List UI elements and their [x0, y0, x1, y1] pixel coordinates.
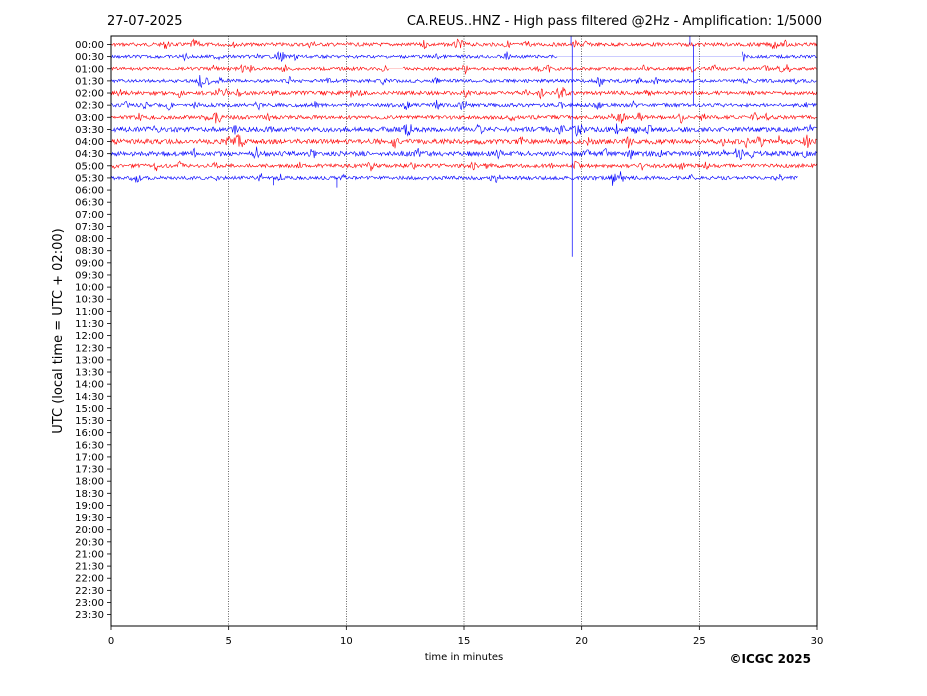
- y-tick-label: 04:00: [75, 137, 104, 148]
- x-tick-label: 15: [458, 636, 471, 647]
- trace-0100: [110, 63, 817, 75]
- y-tick-label: 04:30: [75, 149, 104, 160]
- y-tick-label: 06:00: [75, 186, 104, 197]
- trace-0500: [110, 160, 817, 172]
- y-tick-label: 16:30: [75, 440, 104, 451]
- trace-0200: [110, 87, 817, 100]
- y-tick-label: 13:00: [75, 355, 104, 366]
- y-tick-label: 01:30: [75, 76, 104, 87]
- trace-0030: [110, 50, 817, 63]
- y-tick-label: 20:00: [75, 525, 104, 536]
- y-tick-label: 15:00: [75, 404, 104, 415]
- y-tick-label: 20:30: [75, 537, 104, 548]
- trace-0300: [110, 111, 817, 124]
- y-tick-label: 12:00: [75, 331, 104, 342]
- chart-title: CA.REUS..HNZ - High pass filtered @2Hz -…: [407, 14, 822, 29]
- y-tick-label: 22:30: [75, 586, 104, 597]
- y-tick-label: 02:00: [75, 89, 104, 100]
- y-tick-label: 06:30: [75, 198, 104, 209]
- y-tick-label: 23:00: [75, 598, 104, 609]
- y-tick-label: 18:00: [75, 477, 104, 488]
- x-tick-label: 25: [693, 636, 706, 647]
- y-tick-label: 14:30: [75, 392, 104, 403]
- copyright-label: ©ICGC 2025: [729, 652, 811, 666]
- trace-0130: [110, 75, 817, 89]
- y-tick-label: 10:00: [75, 283, 104, 294]
- y-tick-label: 23:30: [75, 610, 104, 621]
- y-tick-label: 07:30: [75, 222, 104, 233]
- trace-0330: [110, 123, 817, 137]
- y-tick-label: 10:30: [75, 295, 104, 306]
- trace-0000: [110, 38, 817, 50]
- y-tick-label: 09:30: [75, 270, 104, 281]
- vertical-gridlines: [228, 36, 700, 626]
- y-tick-label: 17:00: [75, 452, 104, 463]
- y-tick-label: 12:30: [75, 343, 104, 354]
- y-tick-label: 08:30: [75, 246, 104, 257]
- y-tick-label: 19:30: [75, 513, 104, 524]
- y-tick-label: 21:00: [75, 549, 104, 560]
- x-tick-label: 0: [108, 636, 114, 647]
- trace-0230: [110, 99, 817, 111]
- y-tick-label: 19:00: [75, 501, 104, 512]
- y-tick-label: 00:00: [75, 40, 104, 51]
- x-tick-label: 30: [811, 636, 824, 647]
- y-tick-label: 09:00: [75, 258, 104, 269]
- y-tick-label: 18:30: [75, 489, 104, 500]
- trace-0530: [110, 171, 798, 186]
- y-tick-label: 17:30: [75, 465, 104, 476]
- y-tick-label: 21:30: [75, 562, 104, 573]
- x-axis-ticks: 0 5 10 15 20 25 30: [108, 626, 824, 647]
- y-tick-label: 07:00: [75, 210, 104, 221]
- y-tick-label: 02:30: [75, 101, 104, 112]
- seismic-spikes: [273, 36, 694, 257]
- y-tick-label: 00:30: [75, 52, 104, 63]
- y-tick-label: 15:30: [75, 416, 104, 427]
- date-label: 27-07-2025: [107, 14, 183, 29]
- y-tick-label: 08:00: [75, 234, 104, 245]
- y-tick-label: 01:00: [75, 64, 104, 75]
- y-tick-label: 14:00: [75, 380, 104, 391]
- y-tick-label: 05:00: [75, 161, 104, 172]
- y-axis-label: UTC (local time = UTC + 02:00): [51, 228, 66, 433]
- x-tick-label: 20: [575, 636, 588, 647]
- trace-0400: [110, 134, 817, 149]
- y-tick-label: 13:30: [75, 368, 104, 379]
- y-tick-label: 11:00: [75, 307, 104, 318]
- y-tick-label: 05:30: [75, 173, 104, 184]
- y-tick-label: 11:30: [75, 319, 104, 330]
- seismogram-traces: [110, 38, 817, 186]
- y-tick-label: 03:30: [75, 125, 104, 136]
- x-tick-label: 5: [225, 636, 231, 647]
- trace-0430: [110, 146, 817, 161]
- x-tick-label: 10: [340, 636, 353, 647]
- y-tick-label: 03:00: [75, 113, 104, 124]
- y-tick-label: 22:00: [75, 574, 104, 585]
- y-tick-label: 16:00: [75, 428, 104, 439]
- x-axis-label: time in minutes: [425, 652, 504, 663]
